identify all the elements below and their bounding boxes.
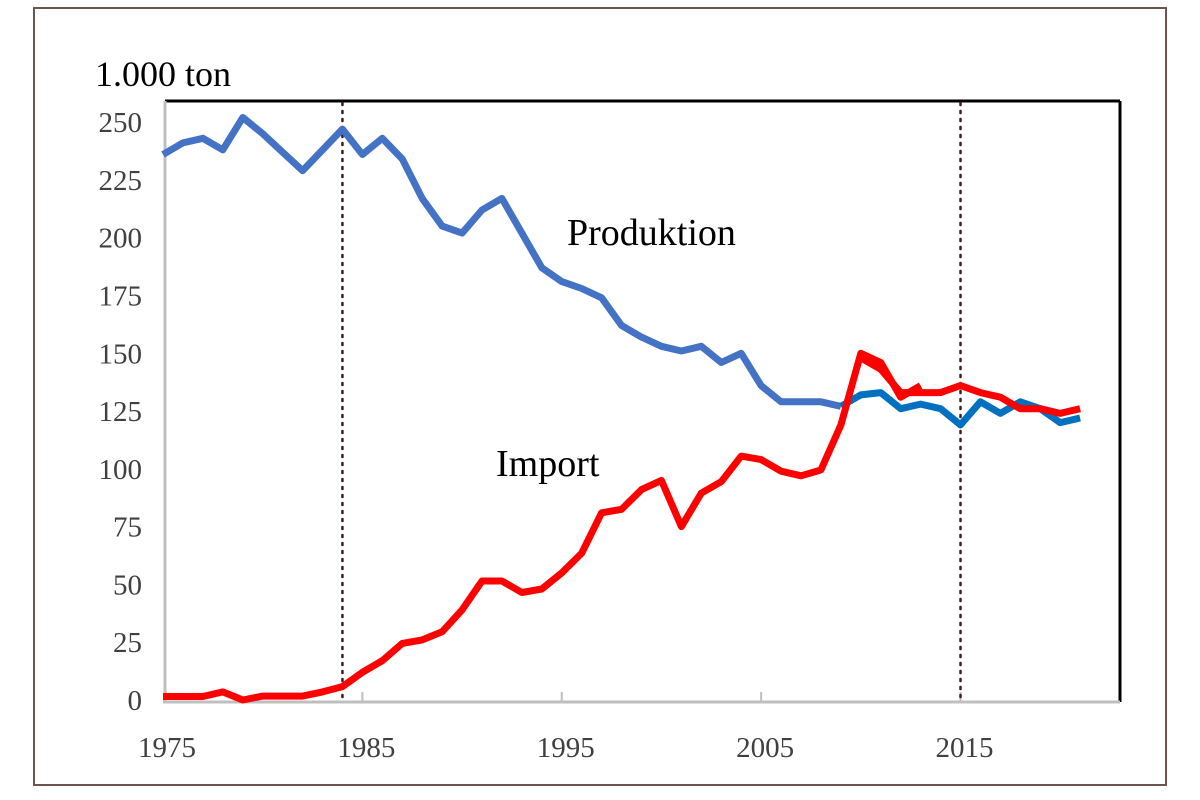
series-line-produktion	[161, 114, 842, 410]
y-tick-label: 100	[99, 454, 143, 486]
series-line-import-revised	[859, 354, 1081, 417]
annotation-import: Import	[496, 443, 600, 485]
y-tick-label: 50	[113, 569, 142, 601]
annotation-produktion: Produktion	[567, 212, 736, 254]
x-tick-label: 1995	[537, 732, 595, 764]
x-tick-label: 1985	[337, 732, 395, 764]
y-tick-label: 25	[113, 627, 142, 659]
y-tick-label: 0	[128, 685, 143, 717]
series-line-import	[163, 349, 923, 704]
y-tick-label: 175	[99, 280, 143, 312]
y-tick-label: 225	[99, 165, 143, 197]
y-tick-label: 250	[99, 107, 143, 139]
y-tick-label: 75	[113, 512, 142, 544]
y-tick-label: 200	[99, 223, 143, 255]
x-tick-label: 2015	[936, 732, 994, 764]
image-frame	[33, 7, 1167, 786]
y-tick-label: 150	[99, 338, 143, 370]
x-tick-label: 2005	[736, 732, 794, 764]
y-tick-label: 125	[99, 396, 143, 428]
y-axis-unit-label: 1.000 ton	[95, 54, 231, 94]
x-tick-label: 1975	[138, 732, 196, 764]
